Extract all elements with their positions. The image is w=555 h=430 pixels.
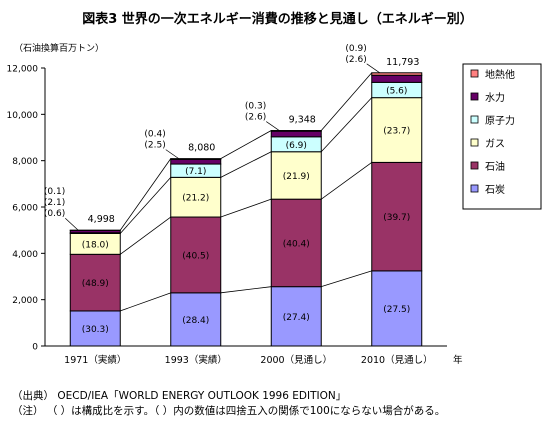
legend-label-原子力: 原子力 bbox=[485, 114, 515, 127]
x-tick-label: 2000（見通し） bbox=[260, 354, 332, 366]
connector-line bbox=[320, 72, 373, 131]
chart-title: 図表3 世界の一次エネルギー消費の推移と見通し（エネルギー別） bbox=[82, 12, 473, 27]
leader-line bbox=[65, 217, 79, 231]
legend-label-水力: 水力 bbox=[485, 91, 505, 104]
y-tick-label: 10,000 bbox=[7, 111, 39, 121]
bar-segment bbox=[270, 198, 322, 288]
share-label-水力: (2.6) bbox=[345, 55, 366, 65]
legend-label-ガス: ガス bbox=[485, 138, 505, 150]
bar-segment bbox=[371, 270, 423, 347]
legend-swatch-石油 bbox=[470, 161, 479, 170]
connector-line bbox=[321, 270, 372, 288]
legend-swatch-地熱他 bbox=[470, 69, 479, 78]
y-tick-label: 12,000 bbox=[7, 65, 39, 75]
bar-segment bbox=[170, 292, 222, 347]
legend-swatch-水力 bbox=[470, 92, 479, 101]
share-label-水力: (2.6) bbox=[245, 113, 266, 123]
share-label-石油: (40.5) bbox=[182, 251, 209, 261]
share-label-水力: (2.1) bbox=[44, 198, 65, 208]
total-label: 9,348 bbox=[289, 115, 316, 126]
total-label: 8,080 bbox=[188, 143, 215, 154]
share-label-石炭: (27.4) bbox=[283, 313, 310, 323]
y-tick-label: 2,000 bbox=[12, 296, 38, 306]
x-tick-label: 1971（実績） bbox=[64, 354, 126, 366]
stacked-bar-chart: （石油換算百万トン） 0 2,000 4,000 6,000 8,000 10,000 12,… bbox=[7, 42, 542, 366]
share-label-水力: (2.5) bbox=[144, 141, 165, 151]
bar-segment bbox=[69, 310, 121, 347]
connector-line bbox=[220, 151, 272, 178]
share-label-石炭: (28.4) bbox=[182, 316, 209, 326]
share-label-石油: (39.7) bbox=[383, 213, 410, 223]
y-axis-label: （石油換算百万トン） bbox=[14, 42, 104, 54]
share-label-ガス: (21.2) bbox=[182, 194, 209, 204]
x-tick-label: 2010（見通し） bbox=[361, 354, 433, 366]
leader-line bbox=[266, 121, 280, 131]
bar-segment bbox=[270, 286, 322, 347]
bar-segment bbox=[371, 74, 423, 83]
connector-line bbox=[220, 198, 272, 218]
share-label-石油: (48.9) bbox=[82, 279, 109, 289]
bar-segment bbox=[371, 161, 423, 272]
connector-line bbox=[220, 130, 272, 159]
x-axis-label: 年 bbox=[453, 354, 463, 366]
leader-line bbox=[366, 63, 380, 74]
bar-segment bbox=[170, 216, 222, 294]
connector-line bbox=[120, 216, 171, 255]
share-label-ガス: (23.7) bbox=[383, 127, 410, 137]
y-tick-label: 4,000 bbox=[12, 250, 38, 260]
legend-swatch-原子力 bbox=[470, 115, 479, 124]
y-tick-label: 0 bbox=[32, 343, 38, 353]
share-label-原子力: (6.9) bbox=[286, 141, 307, 151]
share-label-原子力: (7.1) bbox=[185, 167, 206, 177]
bar-segment bbox=[170, 158, 222, 160]
share-label-原子力: (5.6) bbox=[386, 87, 407, 97]
legend-swatch-石炭 bbox=[470, 184, 479, 193]
share-label-石炭: (30.3) bbox=[82, 325, 109, 335]
bar-segment bbox=[270, 130, 322, 132]
bar-segment bbox=[170, 158, 222, 165]
remark-note: （注） （ ）は構成比を示す。（ ）内の数値は四捨五入の関係で100にならない場… bbox=[12, 405, 446, 417]
share-label-石炭: (27.5) bbox=[383, 305, 410, 315]
connector-line bbox=[321, 162, 372, 200]
share-label-地熱他: (0.9) bbox=[345, 44, 366, 54]
y-tick-label: 8,000 bbox=[12, 157, 38, 167]
bar-segment bbox=[69, 253, 121, 312]
leader-line bbox=[165, 149, 179, 159]
share-label-地熱他: (0.1) bbox=[44, 187, 65, 197]
share-label-石油: (40.4) bbox=[283, 239, 310, 249]
bar-segment bbox=[270, 130, 322, 138]
source-note: （出典） OECD/IEA「WORLD ENERGY OUTLOOK 1996 … bbox=[12, 390, 347, 402]
total-label: 11,793 bbox=[386, 57, 419, 68]
share-label-ガス: (21.9) bbox=[283, 172, 310, 182]
share-label-ガス: (18.0) bbox=[82, 240, 109, 250]
share-label-地熱他: (0.4) bbox=[144, 130, 165, 140]
legend-swatch-ガス bbox=[470, 138, 479, 147]
connector-line bbox=[119, 177, 172, 234]
connector-line bbox=[220, 286, 272, 294]
legend-label-石油: 石油 bbox=[485, 160, 505, 173]
share-label-地熱他: (0.3) bbox=[245, 102, 266, 112]
connector-line bbox=[120, 292, 171, 312]
bar-segment bbox=[371, 72, 423, 76]
share-label-原子力: (0.6) bbox=[44, 209, 65, 219]
legend-label-地熱他: 地熱他 bbox=[485, 68, 515, 81]
connector-line bbox=[320, 97, 373, 153]
x-tick-label: 1993（実績） bbox=[165, 354, 227, 366]
legend-label-石炭: 石炭 bbox=[485, 184, 505, 196]
connector-line bbox=[119, 158, 172, 231]
bar-segment bbox=[170, 176, 222, 218]
bar-segment bbox=[270, 151, 322, 200]
y-tick-label: 6,000 bbox=[12, 204, 38, 214]
total-label: 4,998 bbox=[88, 214, 115, 225]
